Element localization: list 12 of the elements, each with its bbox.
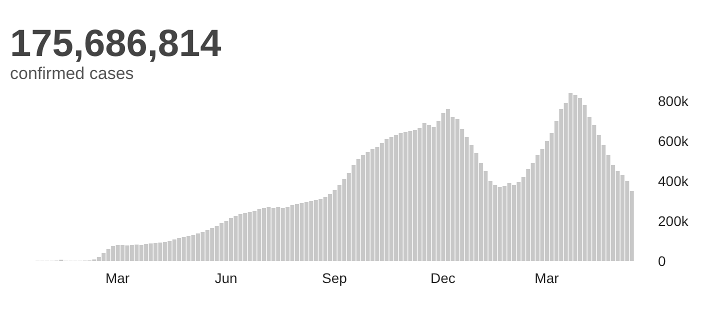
y-tick-label: 0: [658, 252, 666, 269]
y-tick-label: 600k: [658, 132, 690, 149]
x-tick-label: Dec: [430, 270, 456, 286]
x-tick-label: Jun: [214, 270, 238, 286]
chart-subtitle: confirmed cases: [10, 64, 134, 84]
chart-title: 175,686,814: [10, 22, 222, 66]
y-tick-label: 800k: [658, 92, 690, 109]
x-tick-label: Mar: [534, 270, 560, 286]
x-tick-label: Sep: [322, 270, 348, 286]
y-tick-label: 400k: [658, 172, 690, 189]
y-tick-label: 200k: [658, 212, 690, 229]
x-tick-label: Mar: [105, 270, 130, 286]
